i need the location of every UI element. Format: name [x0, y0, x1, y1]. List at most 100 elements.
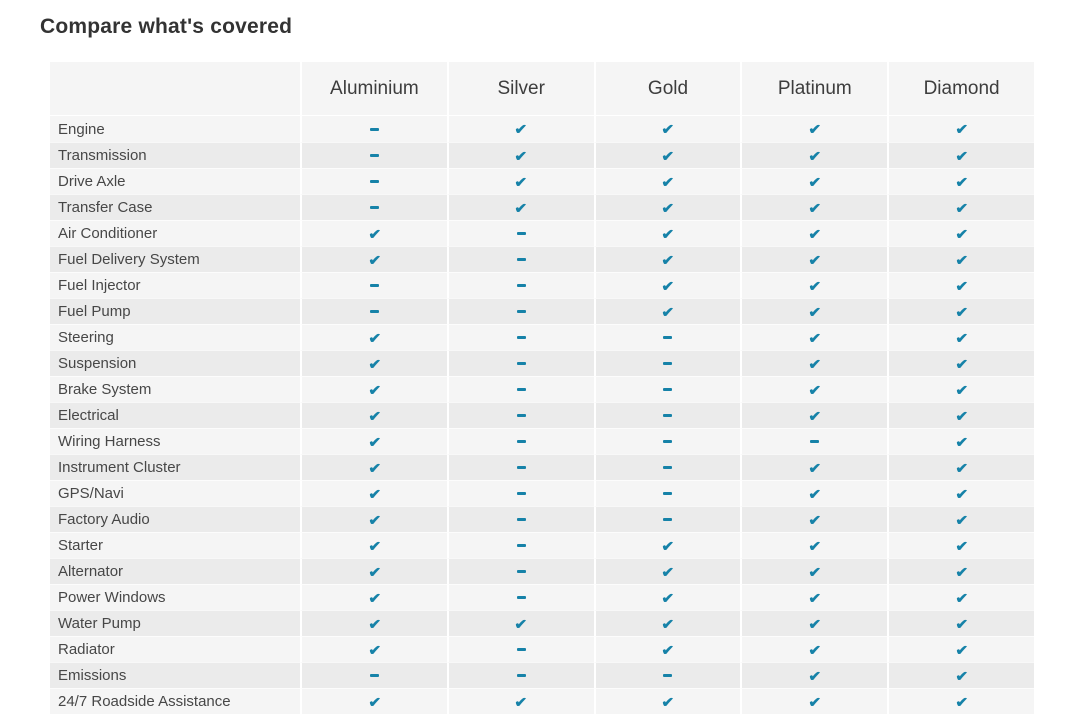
check-icon: ✔ — [661, 693, 675, 710]
coverage-cell: ✔ — [593, 116, 741, 142]
coverage-cell: ✔ — [300, 428, 447, 454]
coverage-cell: ✔ — [300, 532, 447, 558]
coverage-cell — [446, 272, 594, 298]
dash-icon — [810, 440, 820, 443]
coverage-cell: ✔ — [446, 688, 594, 714]
column-header-gold: Gold — [593, 62, 741, 115]
dash-icon — [516, 258, 526, 261]
coverage-cell: ✔ — [887, 532, 1034, 558]
check-icon: ✔ — [661, 303, 675, 320]
column-header-aluminium: Aluminium — [300, 62, 447, 115]
coverage-cell — [446, 428, 594, 454]
coverage-cell: ✔ — [887, 194, 1034, 220]
coverage-cell: ✔ — [887, 610, 1034, 636]
coverage-cell: ✔ — [887, 168, 1034, 194]
coverage-cell: ✔ — [446, 116, 594, 142]
coverage-cell: ✔ — [300, 636, 447, 662]
coverage-cell — [300, 168, 447, 194]
dash-icon — [516, 570, 526, 573]
dash-icon — [369, 127, 379, 131]
table-row: Starter ✔ ✔ ✔ ✔ — [50, 532, 1034, 558]
row-label: Transfer Case — [50, 194, 300, 220]
check-icon: ✔ — [808, 381, 822, 398]
row-label: Emissions — [50, 662, 300, 688]
table-row: Wiring Harness ✔ ✔ — [50, 428, 1034, 454]
check-icon: ✔ — [808, 407, 822, 424]
check-icon: ✔ — [514, 147, 528, 164]
coverage-cell: ✔ — [740, 194, 888, 220]
check-icon: ✔ — [955, 381, 969, 398]
check-icon: ✔ — [661, 173, 675, 190]
coverage-cell: ✔ — [300, 558, 447, 584]
dash-icon — [663, 362, 673, 365]
dash-icon — [369, 310, 379, 313]
row-label: Drive Axle — [50, 168, 300, 194]
coverage-cell — [593, 428, 741, 454]
check-icon: ✔ — [367, 407, 381, 424]
coverage-cell: ✔ — [740, 350, 888, 376]
coverage-cell: ✔ — [887, 480, 1034, 506]
check-icon: ✔ — [367, 485, 381, 502]
coverage-comparison-table: Aluminium Silver Gold Platinum Diamond Engin… — [50, 62, 1034, 714]
coverage-cell: ✔ — [887, 636, 1034, 662]
table-row: Emissions ✔ ✔ — [50, 662, 1034, 688]
table-row: Transfer Case ✔ ✔ ✔ ✔ — [50, 194, 1034, 220]
check-icon: ✔ — [808, 329, 822, 346]
check-icon: ✔ — [955, 433, 969, 450]
dash-icon — [516, 492, 526, 495]
check-icon: ✔ — [808, 459, 822, 476]
page-title: Compare what's covered — [40, 15, 293, 38]
coverage-cell — [446, 246, 594, 272]
check-icon: ✔ — [955, 511, 969, 528]
check-icon: ✔ — [955, 355, 969, 372]
dash-icon — [663, 440, 673, 443]
row-label: Instrument Cluster — [50, 454, 300, 480]
coverage-cell — [593, 454, 741, 480]
check-icon: ✔ — [367, 641, 381, 658]
dash-icon — [369, 674, 379, 677]
row-label: Steering — [50, 324, 300, 350]
table-row: 24/7 Roadside Assistance ✔ ✔ ✔ ✔ ✔ — [50, 688, 1034, 714]
coverage-cell: ✔ — [593, 584, 741, 610]
coverage-cell: ✔ — [887, 350, 1034, 376]
check-icon: ✔ — [367, 329, 381, 346]
check-icon: ✔ — [661, 589, 675, 606]
row-label: Brake System — [50, 376, 300, 402]
coverage-cell — [300, 194, 447, 220]
table-row: Steering ✔ ✔ ✔ — [50, 324, 1034, 350]
check-icon: ✔ — [514, 121, 528, 137]
row-label: Transmission — [50, 142, 300, 168]
check-icon: ✔ — [955, 147, 969, 164]
check-icon: ✔ — [367, 381, 381, 398]
check-icon: ✔ — [661, 121, 675, 137]
coverage-cell: ✔ — [887, 116, 1034, 142]
coverage-cell: ✔ — [740, 636, 888, 662]
check-icon: ✔ — [808, 199, 822, 216]
coverage-cell — [446, 506, 594, 532]
coverage-cell: ✔ — [300, 454, 447, 480]
check-icon: ✔ — [661, 225, 675, 242]
check-icon: ✔ — [808, 615, 822, 632]
check-icon: ✔ — [661, 563, 675, 580]
coverage-cell: ✔ — [887, 558, 1034, 584]
row-label: Fuel Delivery System — [50, 246, 300, 272]
table-row: Brake System ✔ ✔ ✔ — [50, 376, 1034, 402]
coverage-cell: ✔ — [300, 402, 447, 428]
row-label: Starter — [50, 532, 300, 558]
coverage-cell: ✔ — [593, 688, 741, 714]
check-icon: ✔ — [808, 277, 822, 294]
coverage-cell — [446, 454, 594, 480]
coverage-cell: ✔ — [300, 324, 447, 350]
coverage-cell: ✔ — [446, 168, 594, 194]
coverage-cell: ✔ — [887, 376, 1034, 402]
coverage-cell — [446, 298, 594, 324]
coverage-cell — [300, 142, 447, 168]
dash-icon — [369, 154, 379, 157]
coverage-cell — [446, 584, 594, 610]
coverage-cell: ✔ — [300, 480, 447, 506]
row-label: Alternator — [50, 558, 300, 584]
table-header-row: Aluminium Silver Gold Platinum Diamond — [50, 62, 1034, 115]
dash-icon — [663, 466, 673, 469]
check-icon: ✔ — [367, 511, 381, 528]
coverage-cell: ✔ — [300, 610, 447, 636]
